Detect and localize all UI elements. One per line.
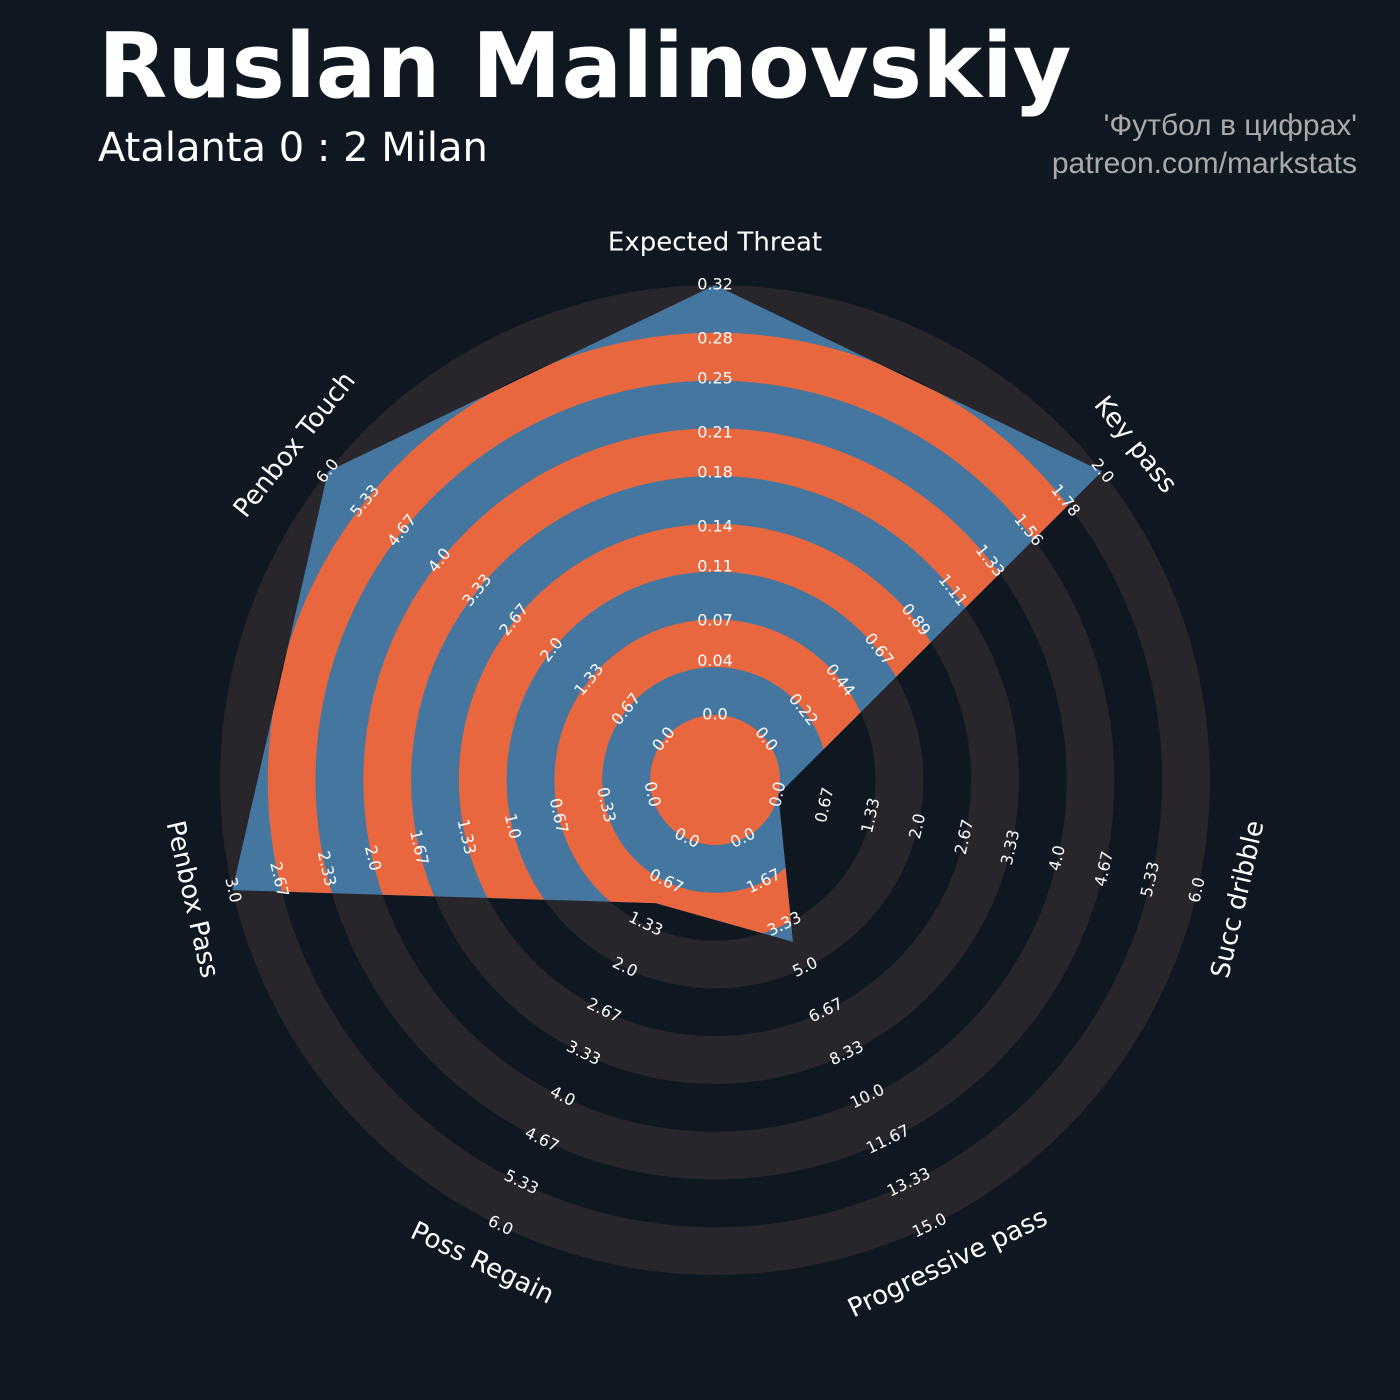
tick-label: 0.21 bbox=[697, 422, 733, 441]
tick-label: 0.0 bbox=[702, 705, 727, 724]
tick-label: 0.32 bbox=[697, 275, 733, 294]
chart-title: Ruslan Malinovskiy bbox=[98, 14, 1071, 119]
tick-label: 0.28 bbox=[697, 328, 733, 347]
tick-label: 0.04 bbox=[697, 651, 733, 670]
tick-label: 0.18 bbox=[697, 463, 733, 482]
chart-subtitle: Atalanta 0 : 2 Milan bbox=[98, 125, 488, 171]
tick-label: 0.07 bbox=[697, 610, 733, 629]
tick-label: 0.14 bbox=[697, 516, 733, 535]
tick-label: 0.11 bbox=[697, 557, 733, 576]
credit: 'Футбол в цифрах' bbox=[1104, 109, 1357, 142]
ring-band bbox=[650, 715, 780, 845]
tick-label: 0.25 bbox=[697, 369, 733, 388]
axis-label: Expected Threat bbox=[608, 228, 822, 258]
credit: patreon.com/markstats bbox=[1052, 147, 1357, 180]
